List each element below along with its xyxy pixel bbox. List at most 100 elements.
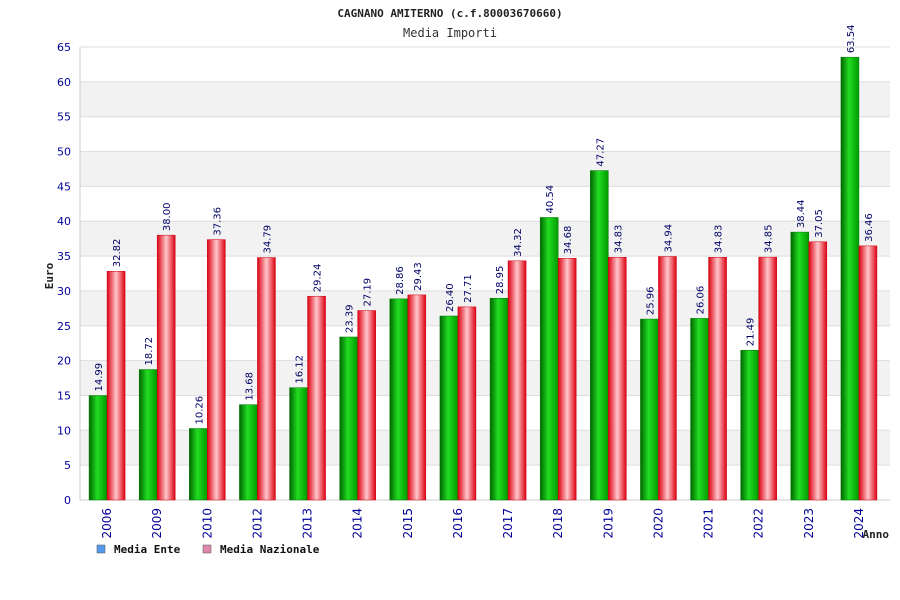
bar-media-nazionale-2013 — [307, 295, 326, 501]
bar-media-ente-2016 — [439, 315, 459, 501]
bar-media-nazionale-2018 — [557, 258, 577, 501]
value-label-media-ente-2022: 21.49 — [746, 318, 757, 347]
x-tick-label-2016: 2016 — [451, 508, 465, 539]
x-tick-label-2012: 2012 — [250, 508, 264, 539]
bar-media-ente-2010 — [189, 428, 208, 501]
x-tick-label-2015: 2015 — [401, 508, 415, 539]
bar-media-ente-2017 — [489, 297, 509, 501]
plot-band — [80, 151, 890, 187]
x-tick-label-2018: 2018 — [551, 508, 565, 539]
y-tick-label: 55 — [57, 111, 71, 124]
x-tick-label-2014: 2014 — [351, 508, 365, 539]
x-tick-label-2010: 2010 — [200, 508, 214, 539]
y-axis-label: Euro — [43, 262, 56, 289]
value-label-media-ente-2013: 16.12 — [295, 355, 306, 384]
plot-band — [80, 116, 890, 152]
value-label-media-ente-2017: 28.95 — [495, 266, 506, 295]
bar-media-ente-2021 — [690, 318, 709, 501]
y-tick-label: 35 — [57, 250, 71, 263]
bar-media-ente-2018 — [539, 217, 559, 501]
bar-media-ente-2020 — [640, 318, 659, 501]
y-tick-label: 5 — [64, 459, 71, 472]
x-tick-label-2017: 2017 — [501, 508, 515, 539]
value-label-media-nazionale-2006: 32.82 — [112, 239, 123, 268]
bar-media-nazionale-2020 — [658, 256, 677, 501]
bar-media-ente-2024 — [840, 56, 860, 501]
bars — [88, 56, 878, 501]
value-label-media-ente-2014: 23.39 — [345, 304, 356, 333]
value-label-media-nazionale-2014: 27.19 — [363, 278, 374, 307]
x-tick-label-2023: 2023 — [802, 508, 816, 539]
legend-label-media-ente: Media Ente — [114, 543, 181, 556]
value-label-media-ente-2015: 28.86 — [395, 266, 406, 295]
x-tick-label-2019: 2019 — [601, 508, 615, 539]
value-label-media-nazionale-2020: 34.94 — [663, 224, 674, 253]
bar-media-ente-2015 — [389, 298, 409, 501]
value-label-media-nazionale-2024: 36.46 — [864, 213, 875, 242]
bar-media-ente-2013 — [289, 387, 308, 501]
bar-media-nazionale-2022 — [758, 256, 777, 501]
y-tick-label: 50 — [57, 146, 71, 159]
bar-media-nazionale-2023 — [808, 241, 828, 501]
bar-media-nazionale-2019 — [608, 257, 627, 501]
bar-media-ente-2023 — [790, 231, 810, 501]
value-label-media-nazionale-2013: 29.24 — [313, 264, 324, 293]
y-tick-label: 15 — [57, 389, 71, 402]
chart-title: CAGNANO AMITERNO (c.f.80003670660) — [337, 7, 562, 20]
y-tick-label: 20 — [57, 355, 71, 368]
chart-subtitle: Media Importi — [403, 26, 497, 40]
value-label-media-nazionale-2009: 38.00 — [162, 203, 173, 232]
y-tick-label: 30 — [57, 285, 71, 298]
value-label-media-nazionale-2023: 37.05 — [814, 209, 825, 238]
value-label-media-nazionale-2021: 34.83 — [714, 225, 725, 254]
legend-swatch-media-ente — [96, 544, 106, 554]
legend: Media Ente Media Nazionale — [96, 543, 320, 556]
legend-label-media-nazionale: Media Nazionale — [220, 543, 320, 556]
value-label-media-ente-2023: 38.44 — [796, 199, 807, 228]
value-label-media-ente-2020: 25.96 — [645, 286, 656, 315]
value-label-media-ente-2019: 47.27 — [595, 138, 606, 167]
value-label-media-nazionale-2012: 34.79 — [262, 225, 273, 254]
bar-media-ente-2009 — [138, 369, 158, 501]
x-tick-label-2006: 2006 — [100, 508, 114, 539]
value-label-media-nazionale-2017: 34.32 — [513, 228, 524, 257]
value-label-media-ente-2024: 63.54 — [846, 25, 857, 54]
value-label-media-nazionale-2010: 37.36 — [212, 207, 223, 236]
x-tick-label-2021: 2021 — [702, 508, 716, 539]
value-label-media-ente-2009: 18.72 — [144, 337, 155, 366]
y-tick-label: 0 — [64, 494, 71, 507]
value-label-media-ente-2006: 14.99 — [94, 363, 105, 392]
legend-swatch-media-nazionale — [202, 544, 212, 554]
x-tick-label-2022: 2022 — [752, 508, 766, 539]
bar-media-nazionale-2009 — [156, 234, 176, 501]
bar-media-nazionale-2015 — [407, 294, 427, 501]
value-label-media-ente-2021: 26.06 — [696, 286, 707, 315]
x-axis-label: Anno — [863, 528, 890, 541]
bar-media-nazionale-2010 — [207, 239, 226, 501]
y-tick-label: 25 — [57, 320, 71, 333]
x-tick-label-2009: 2009 — [150, 508, 164, 539]
bar-media-nazionale-2016 — [457, 306, 477, 501]
value-label-media-nazionale-2018: 34.68 — [563, 226, 574, 255]
y-tick-label: 40 — [57, 215, 71, 228]
bar-media-ente-2019 — [590, 170, 609, 501]
value-labels: 14.99 32.82 18.72 38.00 10.26 37.36 13.68 34.79… — [94, 25, 875, 425]
y-tick-label: 10 — [57, 424, 71, 437]
x-tick-label-2020: 2020 — [651, 508, 665, 539]
value-label-media-ente-2016: 26.40 — [445, 283, 456, 312]
value-label-media-nazionale-2019: 34.83 — [613, 225, 624, 254]
bar-media-nazionale-2006 — [106, 271, 126, 501]
y-tick-label: 65 — [57, 41, 71, 54]
bar-media-nazionale-2024 — [858, 245, 878, 501]
plot-band — [80, 186, 890, 222]
plot-band — [80, 47, 890, 82]
plot-band — [80, 81, 890, 117]
value-label-media-ente-2018: 40.54 — [545, 185, 556, 214]
y-tick-label: 45 — [57, 180, 71, 193]
bar-media-ente-2012 — [239, 404, 258, 501]
bar-media-nazionale-2012 — [257, 257, 276, 501]
value-label-media-nazionale-2015: 29.43 — [413, 262, 424, 291]
value-label-media-nazionale-2016: 27.71 — [463, 274, 474, 303]
